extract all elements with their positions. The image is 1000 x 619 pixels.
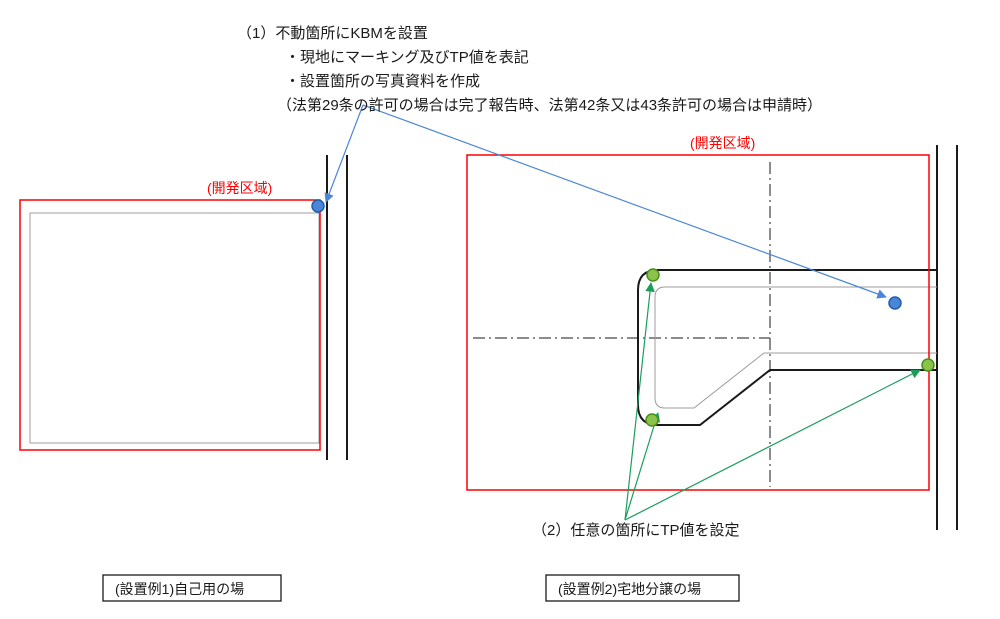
arrow-green-3 bbox=[625, 370, 920, 520]
panel1-dev-area bbox=[20, 200, 320, 450]
arrow-green-2 bbox=[625, 413, 658, 520]
note-line-3: ・設置箇所の写真資料を作成 bbox=[285, 70, 480, 91]
diagram-canvas bbox=[0, 0, 1000, 619]
panel1-inner-gray bbox=[30, 213, 319, 443]
arrow-blue-to-panel2 bbox=[363, 105, 886, 297]
note-line-1: （1）不動箇所にKBMを設置 bbox=[237, 22, 428, 43]
panel1-area-label: (開発区域) bbox=[207, 178, 272, 198]
caption2-text: (設置例2)宅地分譲の場 bbox=[558, 579, 701, 599]
panel2-road-outer bbox=[638, 270, 937, 425]
note-line-2: ・現地にマーキング及びTP値を表記 bbox=[285, 46, 529, 67]
caption1-text: (設置例1)自己用の場 bbox=[115, 579, 244, 599]
note-line-5: （2）任意の箇所にTP値を設定 bbox=[532, 519, 740, 540]
arrow-blue-to-panel1 bbox=[326, 105, 363, 202]
note-line-4: （法第29条の許可の場合は完了報告時、法第42条又は43条許可の場合は申請時） bbox=[277, 94, 822, 115]
panel2-area-label: (開発区域) bbox=[690, 133, 755, 153]
panel2-dev-area bbox=[467, 155, 929, 490]
